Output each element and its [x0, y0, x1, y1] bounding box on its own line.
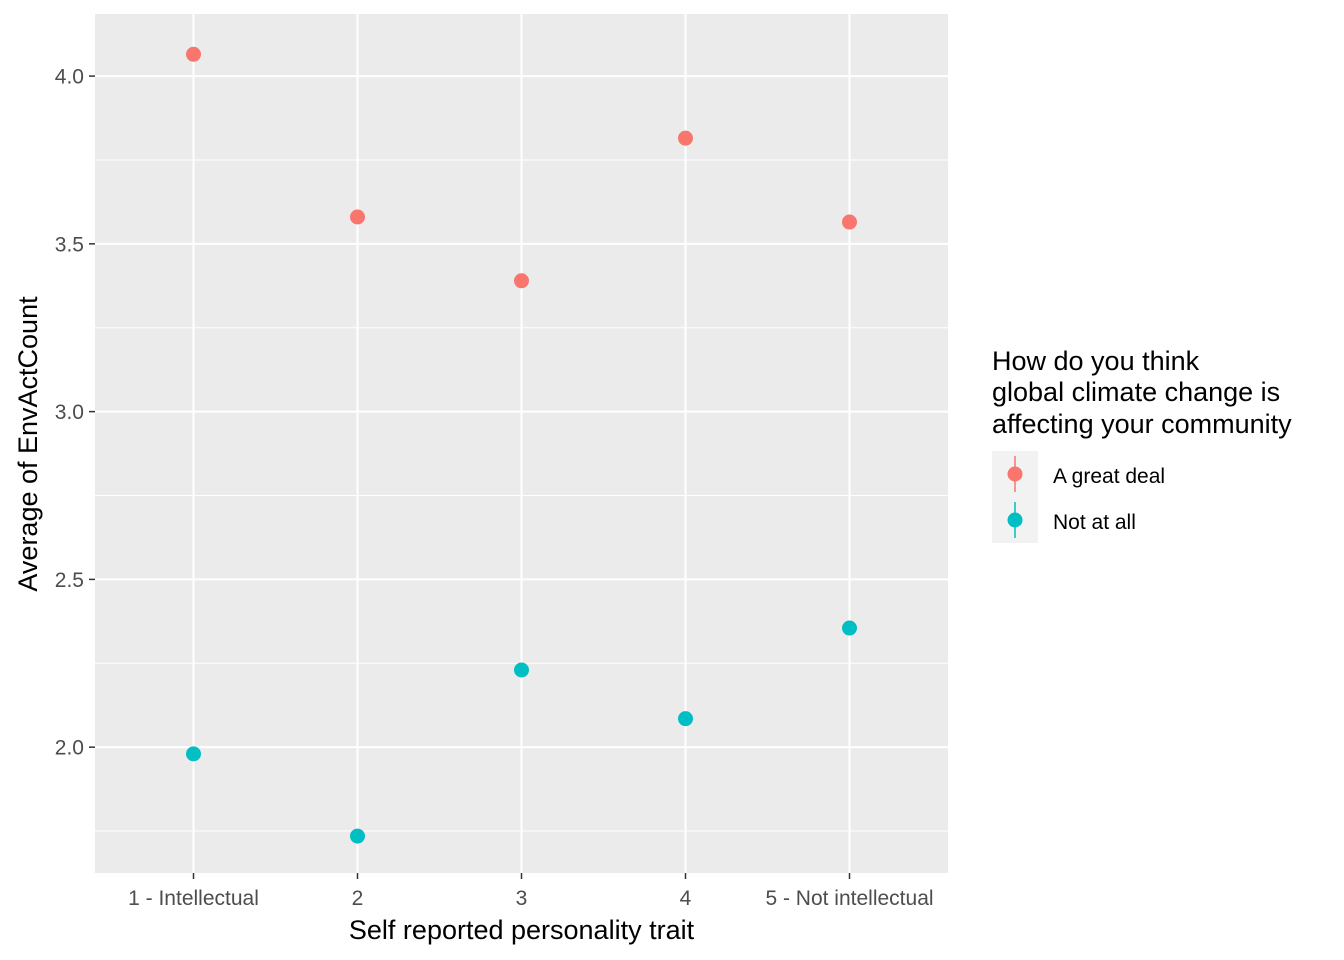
point-not-at-all-1 — [186, 746, 201, 762]
y-axis: 2.0 2.5 3.0 3.5 4.0 — [55, 66, 95, 760]
point-a-great-deal-5 — [842, 214, 857, 230]
x-axis-title: Self reported personality trait — [349, 915, 695, 945]
legend-title-line-1: How do you think — [992, 346, 1200, 376]
x-tick-label-1: 2 — [352, 887, 364, 910]
legend-key-point-a-great-deal — [1007, 466, 1023, 482]
point-a-great-deal-2 — [350, 209, 365, 225]
point-a-great-deal-3 — [514, 273, 529, 289]
major-gridlines — [95, 14, 948, 873]
point-not-at-all-3 — [514, 662, 529, 678]
legend-label-a-great-deal: A great deal — [1053, 465, 1165, 488]
point-not-at-all-4 — [678, 711, 693, 727]
y-tick-label-4: 4.0 — [55, 66, 84, 89]
legend-label-not-at-all: Not at all — [1053, 511, 1136, 534]
y-tick-label-3: 3.5 — [55, 233, 84, 256]
y-tick-label-1: 2.5 — [55, 569, 84, 592]
point-not-at-all-2 — [350, 828, 365, 844]
data-points — [186, 46, 857, 844]
legend-title-line-2: global climate change is — [992, 377, 1280, 407]
y-axis-title: Average of EnvActCount — [13, 296, 43, 592]
x-tick-label-3: 4 — [680, 887, 692, 910]
legend-title-line-3: affecting your community — [992, 409, 1292, 439]
x-axis: 1 - Intellectual 2 3 4 5 - Not intellectual — [128, 873, 934, 910]
x-tick-label-4: 5 - Not intellectual — [765, 887, 933, 910]
point-a-great-deal-4 — [678, 130, 693, 146]
x-tick-label-2: 3 — [516, 887, 528, 910]
point-not-at-all-5 — [842, 620, 857, 636]
legend: How do you think global climate change i… — [992, 346, 1292, 543]
y-tick-label-2: 3.0 — [55, 401, 84, 424]
x-tick-label-0: 1 - Intellectual — [128, 887, 259, 910]
point-a-great-deal-1 — [186, 46, 201, 62]
y-tick-label-0: 2.0 — [55, 737, 84, 760]
legend-key-point-not-at-all — [1007, 512, 1023, 528]
